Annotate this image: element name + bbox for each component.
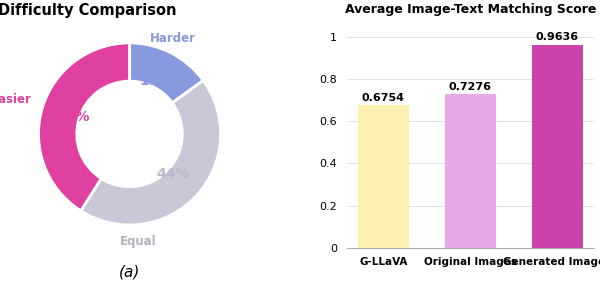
Wedge shape [81,80,221,225]
Text: 44%: 44% [156,167,190,181]
Bar [358,105,409,248]
Wedge shape [38,43,130,211]
Bar [445,94,496,248]
Title: Average Image-Text Matching Score: Average Image-Text Matching Score [345,3,596,16]
Text: 41%: 41% [56,110,89,124]
Text: 15%: 15% [140,74,173,88]
Text: (a): (a) [119,265,140,280]
Text: Equal: Equal [121,235,157,248]
Bar [532,45,583,248]
Text: Difficulty Comparison: Difficulty Comparison [0,3,176,18]
Wedge shape [130,43,203,103]
Text: Easier: Easier [0,93,32,106]
Text: Harder: Harder [149,32,196,45]
Text: 0.9636: 0.9636 [536,32,579,42]
Text: 0.7276: 0.7276 [449,82,492,92]
Text: 0.6754: 0.6754 [362,93,405,103]
